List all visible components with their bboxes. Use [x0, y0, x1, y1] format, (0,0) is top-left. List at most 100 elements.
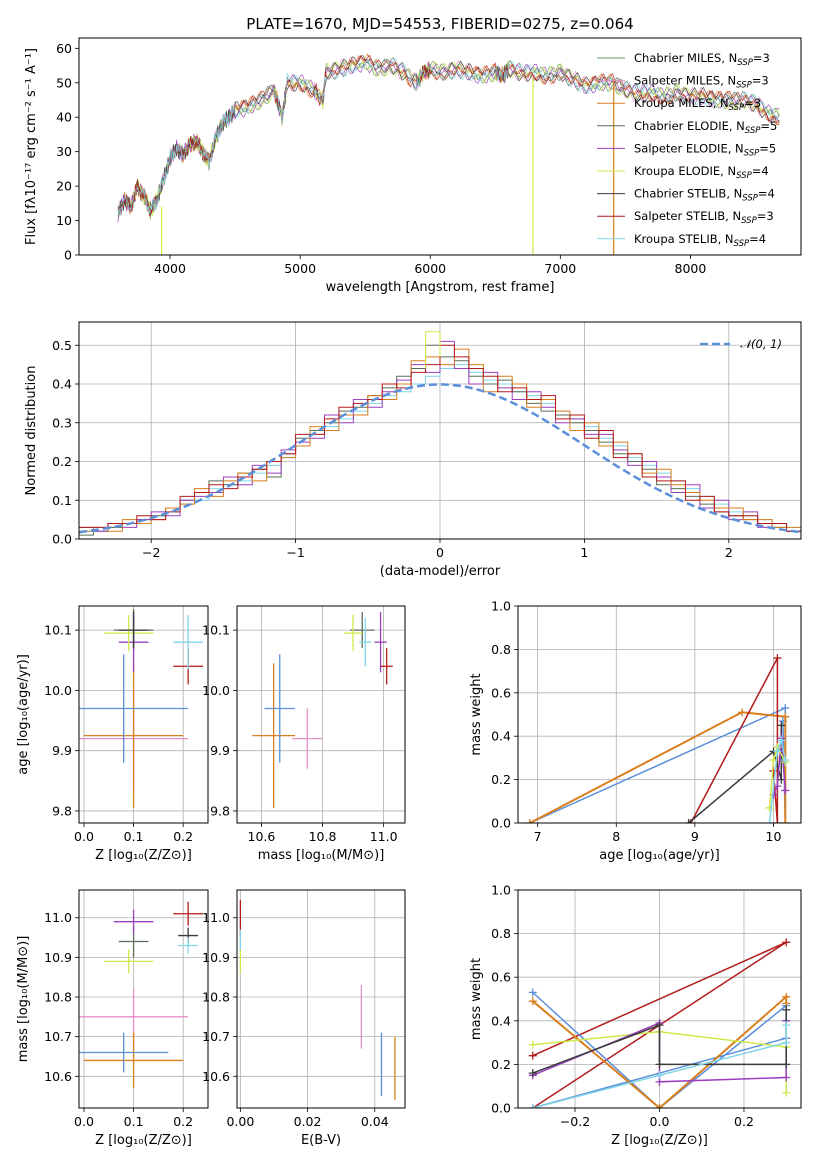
axes-frame [78, 605, 209, 824]
tick-label-y: 0.2 [491, 772, 511, 787]
tick-label-x: 0.1 [124, 1114, 144, 1129]
tick-label-x: −1 [286, 545, 304, 560]
tick-label-y: 10.1 [44, 623, 72, 638]
points-group [79, 901, 204, 1089]
tick-label-y: 0.0 [491, 816, 511, 831]
points-group [239, 899, 396, 1101]
legend-label-text: Kroupa STELIB, N [634, 232, 734, 246]
weight-marker [655, 1071, 664, 1080]
panel-mass-vs-ebv: 0.00 0.02 0.04 10.6 10.7 10.8 10.9 11.0 E(B-V) [202, 889, 406, 1148]
weight-marker [781, 703, 790, 712]
tick-label-y: 0.4 [491, 729, 511, 744]
tick-label-y: 10.6 [202, 1069, 230, 1084]
weight-marker [684, 819, 693, 823]
tick-label-y: 0.4 [52, 377, 72, 392]
tick-label-y: 50 [56, 75, 72, 90]
data-point [113, 909, 154, 934]
x-axis-label: Z [log₁₀(Z/Z⊙)] [95, 1133, 192, 1148]
tick-label-y: 0.0 [52, 532, 72, 547]
weight-marker [782, 1021, 791, 1030]
y-axis-label: age [log₁₀(age/yr)] [16, 654, 31, 775]
weight-marker [655, 1104, 664, 1108]
legend-label-text: Chabrier STELIB, N [634, 187, 742, 201]
tick-label-y: 0.6 [491, 685, 511, 700]
legend-label-n: =4 [758, 187, 775, 201]
x-axis-label: wavelength [Angstrom, rest frame] [326, 280, 555, 295]
axes-frame [517, 605, 802, 824]
tick-label-y: 10.7 [202, 1029, 230, 1044]
weight-marker [765, 803, 774, 812]
weight-marker [781, 712, 790, 721]
tick-label-x: 7000 [544, 261, 576, 276]
series-group [117, 53, 780, 255]
weight-marker [781, 819, 790, 823]
weight-marker [765, 819, 774, 823]
weight-marker [782, 1073, 791, 1082]
legend-label-sub: SSP [744, 148, 760, 158]
weight-line [529, 706, 787, 823]
data-point [118, 612, 149, 649]
tick-label-y: 0.0 [491, 1101, 511, 1116]
legend-label-n: =3 [752, 74, 769, 88]
series-group [528, 938, 791, 1108]
y-axis-label: mass weight [469, 958, 484, 1040]
tick-label-x: 1 [580, 545, 588, 560]
tick-label-y: 1.0 [491, 599, 511, 614]
tick-label-x: 9 [691, 829, 699, 844]
data-point [103, 949, 154, 974]
tick-label-x: 0 [436, 545, 444, 560]
axes-frame [78, 889, 209, 1109]
tick-label-x: 0.2 [173, 1114, 193, 1129]
tick-label-x: 0.0 [650, 1114, 670, 1129]
tick-label-y: 9.9 [52, 743, 72, 758]
panel-spectrum: 4000 5000 6000 7000 8000 0 10 20 30 40 50 60 wavelen… [24, 37, 802, 295]
legend-label-sub: SSP [742, 194, 758, 204]
weight-marker [528, 1040, 537, 1049]
x-axis-label: mass [log₁₀(M/M⊙)] [258, 848, 385, 863]
tick-label-y: 11.0 [202, 910, 230, 925]
tick-label-x: 10 [766, 829, 782, 844]
legend-label-n: =3 [757, 209, 774, 223]
legend-label: Salpeter ELODIE, NSSP=5 [634, 141, 776, 158]
weight-marker [782, 1088, 791, 1097]
data-point [83, 663, 184, 808]
panel-age-vs-Z: 0.0 0.1 0.2 9.8 9.9 10.0 10.1 Z [log₁₀(Z/Z⊙)] ag… [16, 605, 209, 863]
tick-label-y: 9.8 [52, 803, 72, 818]
tick-label-y: 0.6 [491, 970, 511, 985]
y-axis-label: Flux [fλ10⁻¹⁷ erg cm⁻² s⁻¹ A⁻¹] [24, 48, 39, 245]
data-point [79, 1032, 169, 1073]
points-group [252, 612, 393, 808]
tick-label-y: 0.8 [491, 642, 511, 657]
figure-title: PLATE=1670, MJD=54553, FIBERID=0275, z=0… [246, 15, 633, 33]
points-group [79, 609, 204, 808]
data-point [173, 901, 204, 926]
legend-label-text: Salpeter STELIB, N [634, 209, 741, 223]
legend-label-sub: SSP [736, 171, 752, 181]
tick-label-x: 0.02 [294, 1114, 322, 1129]
tick-label-y: 30 [56, 144, 72, 159]
weight-line [768, 737, 787, 823]
data-point [343, 615, 363, 652]
data-point [264, 654, 296, 763]
legend-label-n: =4 [752, 164, 769, 178]
data-point [178, 937, 199, 954]
spectrum-line [117, 58, 780, 217]
legend-label: Chabrier MILES, NSSP=3 [634, 51, 770, 68]
tick-label-x: 0.2 [734, 1114, 754, 1129]
tick-label-x: 10.6 [248, 829, 276, 844]
legend-label-text: Kroupa ELODIE, N [634, 164, 736, 178]
legend-label-sub: SSP [734, 239, 750, 249]
tick-label-y: 0.5 [52, 338, 72, 353]
tick-label-y: 0.4 [491, 1013, 511, 1028]
weight-marker [782, 938, 791, 947]
weight-marker [528, 997, 537, 1006]
axes-frame [236, 889, 406, 1109]
legend-label-text: Salpeter ELODIE, N [634, 141, 744, 155]
tick-label-y: 0.3 [52, 415, 72, 430]
legend-label-sub: SSP [737, 58, 753, 68]
legend-label: Kroupa MILES, NSSP=3 [634, 96, 761, 113]
weight-marker [781, 786, 790, 795]
tick-label-x: 11.0 [370, 829, 398, 844]
tick-label-y: 20 [56, 179, 72, 194]
tick-label-y: 0.8 [491, 926, 511, 941]
